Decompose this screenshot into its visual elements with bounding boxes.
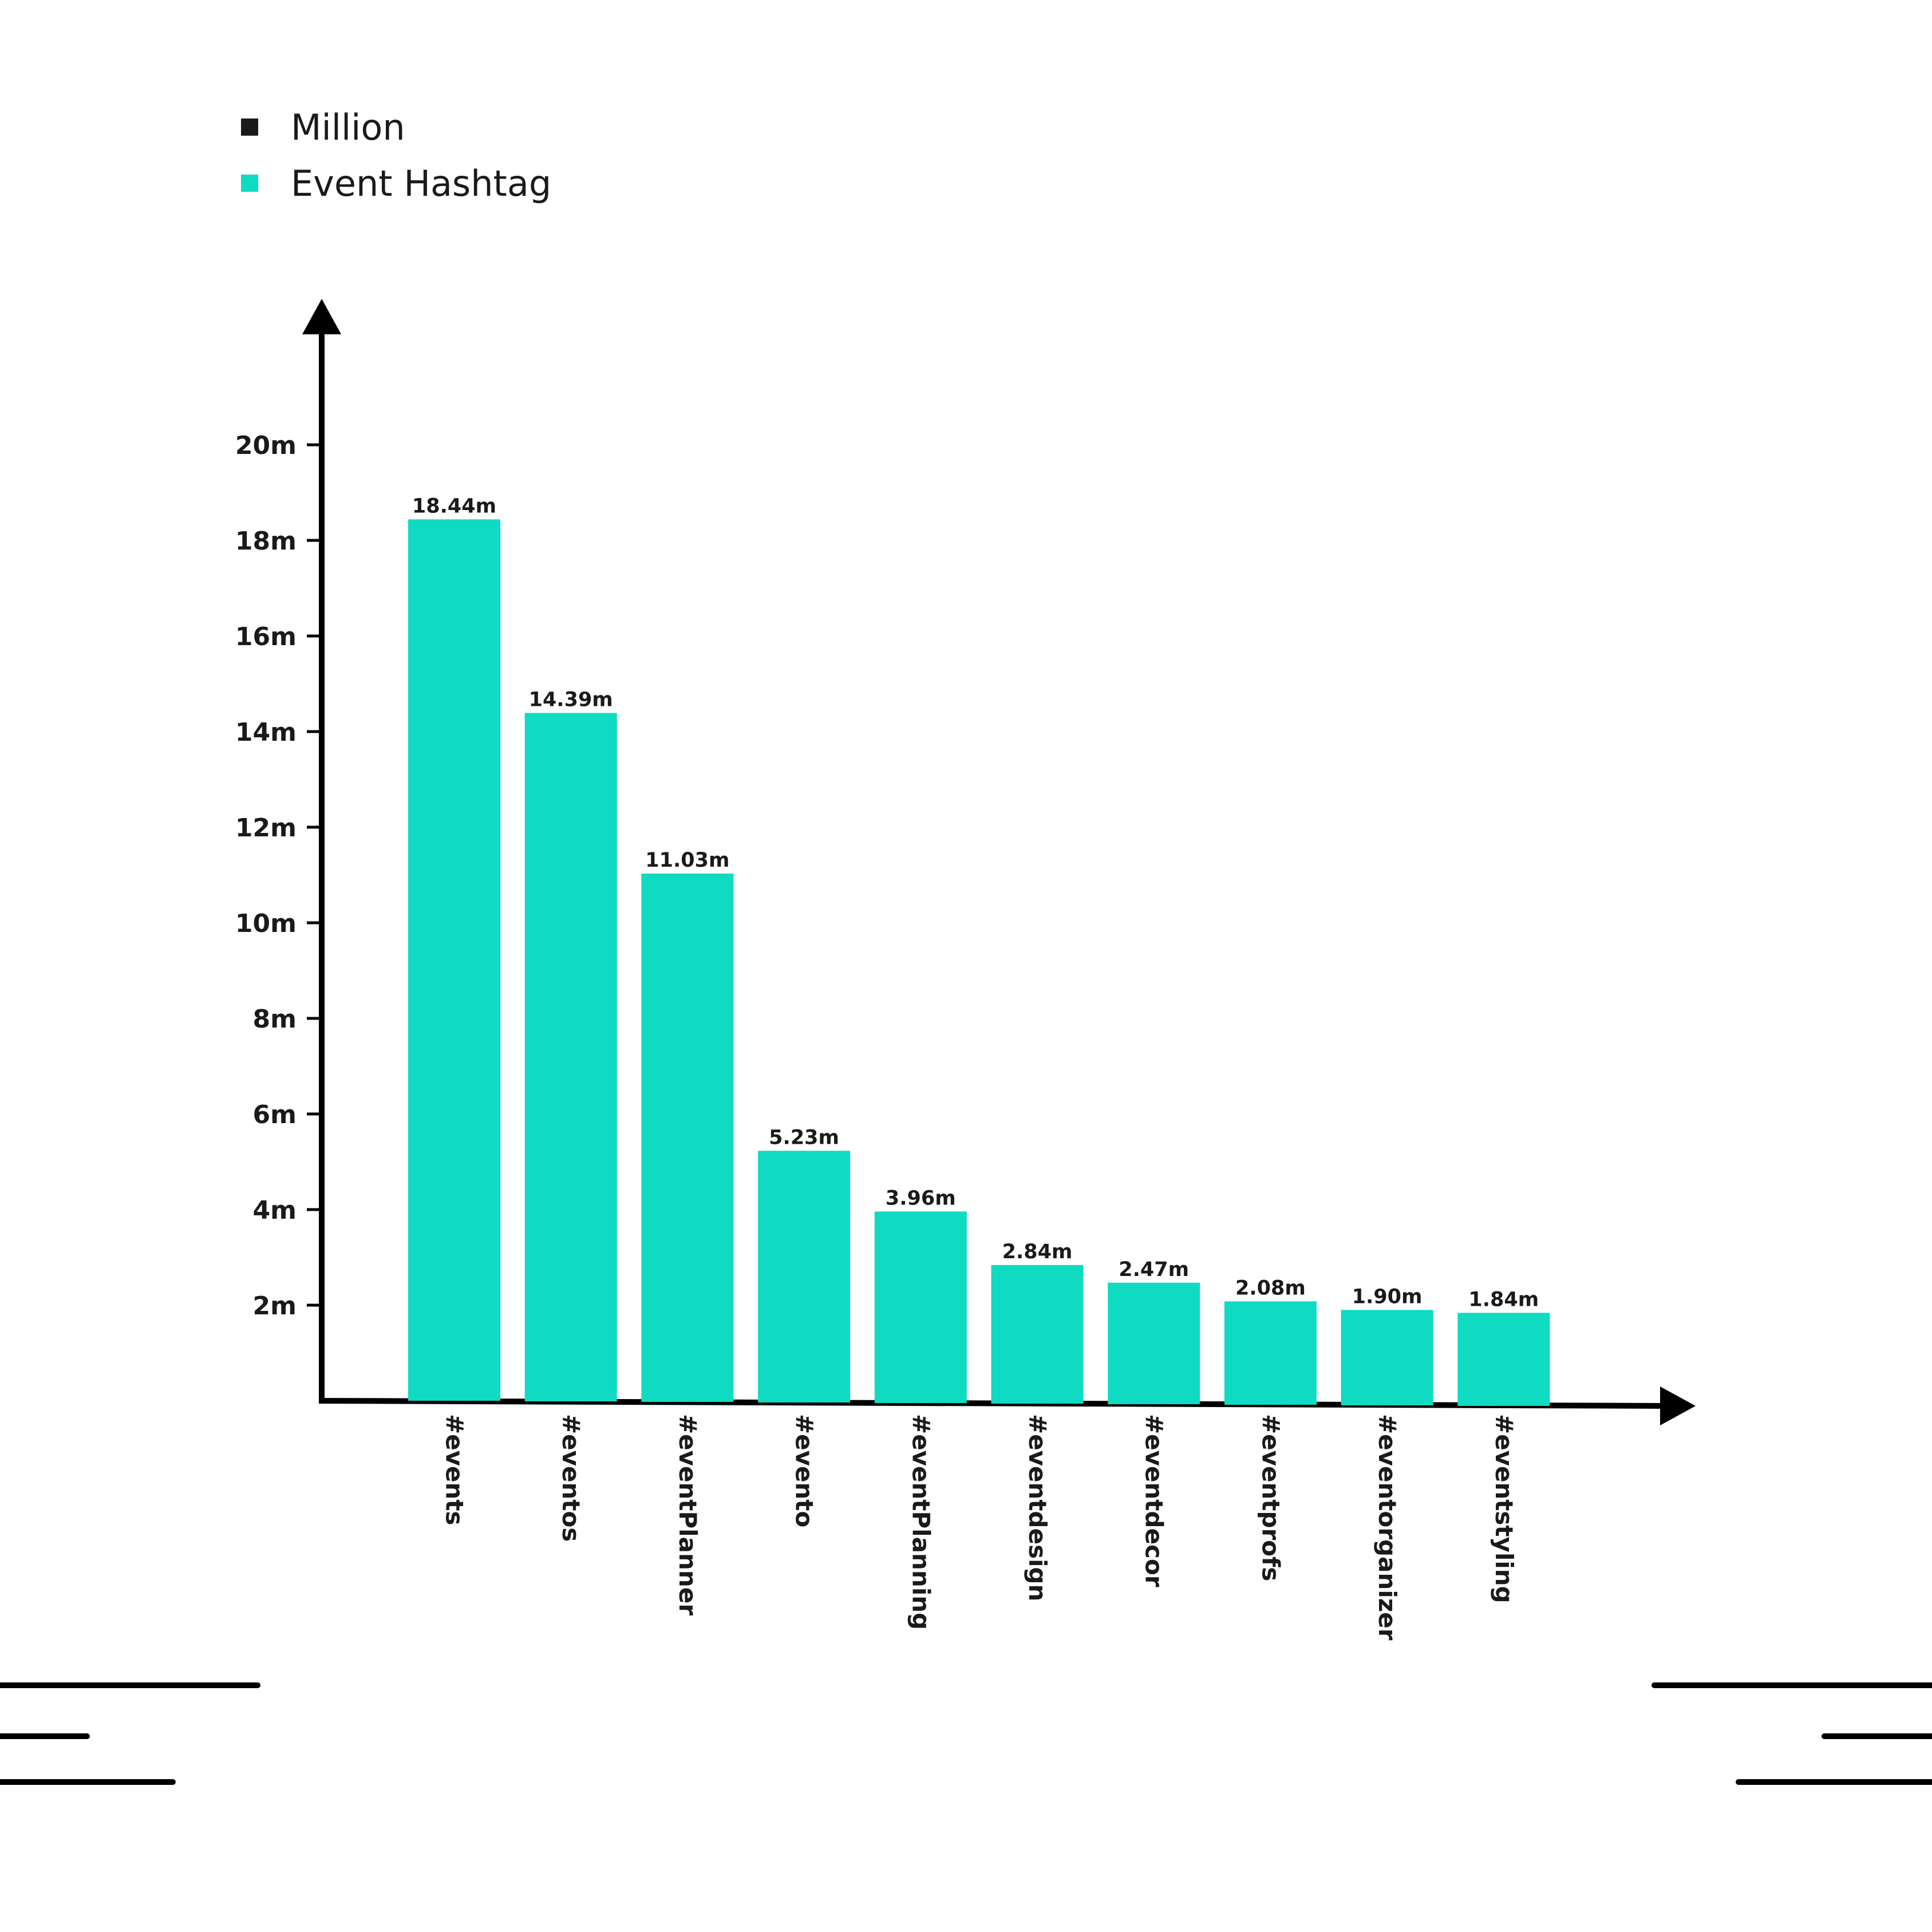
y-axis-arrow-icon (302, 299, 341, 334)
x-category-label: #eventprofs (1257, 1414, 1285, 1581)
y-tick-label: 20m (235, 431, 297, 460)
bar (524, 713, 617, 1401)
y-tick-label: 16m (235, 622, 297, 651)
value-labels: 18.44m 14.39m 11.03m 5.23m 3.96m 2.84m 2.47m 2.… (412, 495, 1539, 1311)
bar-value-label: 11.03m (645, 849, 729, 872)
y-ticks: 2m 4m 6m 8m 10m 12m 14m 16m 18m 20m (235, 431, 322, 1321)
legend: Million Event Hashtag (241, 106, 551, 204)
decorative-lines (0, 1682, 1932, 1785)
bar-value-label: 5.23m (769, 1126, 839, 1149)
x-category-label: #eventorganizer (1373, 1414, 1401, 1641)
bar (1108, 1282, 1200, 1404)
y-tick-label: 12m (235, 813, 297, 843)
x-category-label: #evento (791, 1414, 819, 1527)
bar-value-label: 2.84m (1002, 1240, 1073, 1263)
x-category-label: #eventdecor (1140, 1414, 1168, 1587)
axes (302, 299, 1696, 1425)
y-tick-label: 10m (235, 909, 297, 938)
x-axis-arrow-icon (1660, 1386, 1696, 1425)
x-category-label: #eventPlanning (907, 1414, 935, 1630)
x-category-label: #eventPlanner (674, 1414, 702, 1615)
bar-value-label: 2.08m (1235, 1277, 1306, 1299)
bar (1457, 1313, 1550, 1406)
x-category-label: #events (441, 1414, 469, 1526)
y-tick-label: 6m (253, 1100, 297, 1129)
legend-label-million: Million (291, 106, 405, 148)
y-tick-label: 8m (253, 1005, 297, 1034)
bar (1224, 1301, 1317, 1405)
bar-value-label: 14.39m (529, 688, 613, 711)
x-category-label: #eventdesign (1024, 1414, 1052, 1601)
legend-swatch-event-hashtag (241, 175, 258, 192)
bar-value-label: 18.44m (412, 495, 496, 517)
bar (758, 1151, 851, 1402)
bar (991, 1265, 1084, 1404)
y-tick-label: 14m (235, 718, 297, 747)
bar (408, 519, 500, 1401)
x-category-label: #eventstyling (1490, 1414, 1518, 1603)
bar-value-label: 2.47m (1119, 1258, 1189, 1281)
y-tick-label: 4m (253, 1196, 297, 1225)
bar (1341, 1310, 1433, 1405)
legend-swatch-million (241, 118, 258, 136)
y-tick-label: 2m (253, 1291, 297, 1321)
bar-value-label: 1.90m (1352, 1285, 1423, 1308)
category-labels: #events #eventos #eventPlanner #evento #even… (441, 1414, 1518, 1641)
bar-value-label: 1.84m (1468, 1288, 1539, 1311)
y-tick-label: 18m (235, 527, 297, 556)
bar (874, 1211, 967, 1403)
bar (641, 873, 734, 1402)
bar-value-label: 3.96m (886, 1187, 956, 1210)
x-category-label: #eventos (557, 1414, 585, 1542)
bars (408, 519, 1550, 1406)
legend-label-event-hashtag: Event Hashtag (291, 163, 551, 204)
